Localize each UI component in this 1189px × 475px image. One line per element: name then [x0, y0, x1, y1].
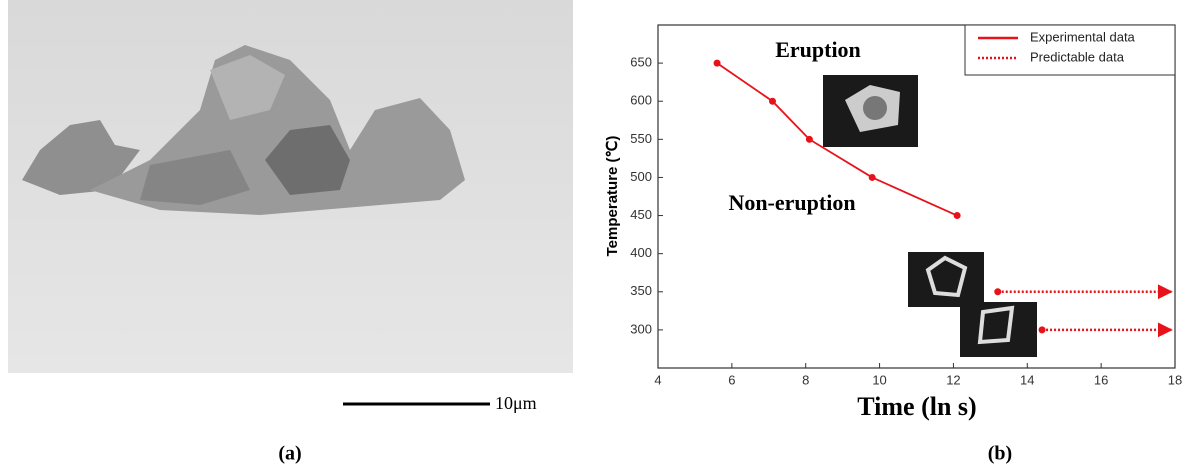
x-tick-label: 18 [1168, 372, 1182, 387]
x-tick-label: 16 [1094, 372, 1108, 387]
panel-label: (a) [278, 443, 301, 465]
annotation: Eruption [775, 37, 861, 62]
legend: Experimental data Predictable data [964, 24, 1176, 76]
y-tick-label: 650 [630, 55, 652, 70]
y-tick-label: 450 [630, 207, 652, 222]
scale-bar-label: 10μm [495, 393, 537, 413]
legend-label: Experimental data [1030, 29, 1136, 44]
y-axis-label: Temperature (℃) [604, 136, 621, 257]
x-tick-label: 6 [728, 372, 735, 387]
data-point [868, 173, 876, 181]
x-tick-label: 10 [872, 372, 886, 387]
annotation: Non-eruption [728, 190, 855, 215]
x-tick-label: 8 [802, 372, 809, 387]
data-point [1038, 326, 1046, 334]
y-tick-label: 600 [630, 93, 652, 108]
data-point [805, 135, 813, 143]
data-point [994, 288, 1002, 296]
x-tick-label: 12 [946, 372, 960, 387]
y-tick-label: 400 [630, 245, 652, 260]
plot-frame [657, 24, 1176, 369]
x-tick-label: 14 [1020, 372, 1034, 387]
x-tick-label: 4 [654, 372, 661, 387]
inset-images [823, 75, 1037, 357]
legend-label: Predictable data [1030, 49, 1125, 64]
y-tick-label: 350 [630, 283, 652, 298]
data-point [713, 59, 721, 67]
data-point [768, 97, 776, 105]
data-point [953, 212, 961, 220]
panel-label: (b) [988, 443, 1012, 465]
y-tick-label: 550 [630, 131, 652, 146]
y-tick-label: 300 [630, 321, 652, 336]
y-tick-label: 500 [630, 169, 652, 184]
x-axis-label: Time (ln s) [857, 392, 976, 421]
sem-image [8, 0, 573, 373]
